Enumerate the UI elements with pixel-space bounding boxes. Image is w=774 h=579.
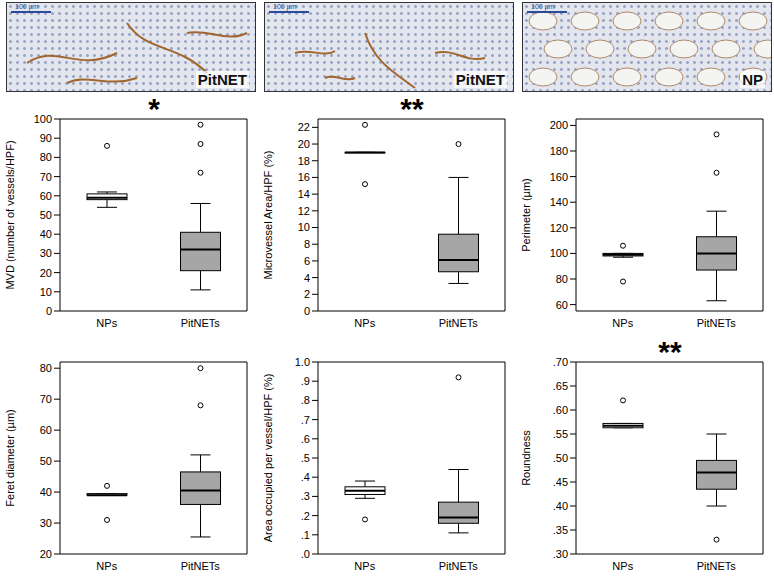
svg-text:.7: .7 — [301, 414, 310, 426]
svg-text:NPs: NPs — [354, 317, 375, 329]
svg-text:80: 80 — [40, 362, 52, 374]
html-text:NP: NP — [742, 71, 763, 88]
svg-text:22: 22 — [298, 121, 310, 133]
svg-text:60: 60 — [40, 190, 52, 202]
svg-text:.9: .9 — [301, 375, 310, 387]
svg-text:30: 30 — [40, 517, 52, 529]
svg-text:70: 70 — [40, 171, 52, 183]
svg-text:PitNETs: PitNETs — [181, 560, 221, 572]
svg-text:.4: .4 — [301, 471, 310, 483]
svg-text:40: 40 — [40, 228, 52, 240]
svg-text:18: 18 — [298, 155, 310, 167]
svg-text:Area occupied per vessel/HPF (: Area occupied per vessel/HPF (%) — [262, 374, 274, 543]
html-text:PitNET: PitNET — [455, 71, 505, 88]
svg-text:70: 70 — [40, 393, 52, 405]
svg-text:.45: .45 — [553, 476, 568, 488]
svg-text:14: 14 — [298, 188, 310, 200]
svg-text:MVD (number of vessels/HPF): MVD (number of vessels/HPF) — [4, 140, 16, 289]
svg-text:.5: .5 — [301, 452, 310, 464]
svg-text:160: 160 — [550, 171, 568, 183]
svg-text:NPs: NPs — [354, 560, 375, 572]
svg-text:90: 90 — [40, 132, 52, 144]
svg-text:60: 60 — [556, 299, 568, 311]
svg-text:140: 140 — [550, 196, 568, 208]
svg-text:PitNETs: PitNETs — [697, 317, 737, 329]
svg-text:.70: .70 — [553, 356, 568, 368]
svg-text:Roundness: Roundness — [520, 430, 532, 486]
svg-text:NPs: NPs — [612, 560, 633, 572]
svg-text:16: 16 — [298, 171, 310, 183]
svg-text:.35: .35 — [553, 524, 568, 536]
svg-text:Feret diameter (µm): Feret diameter (µm) — [4, 409, 16, 506]
svg-text:.2: .2 — [301, 510, 310, 522]
svg-text:2: 2 — [304, 288, 310, 300]
svg-text:30: 30 — [40, 247, 52, 259]
svg-text:0: 0 — [304, 305, 310, 317]
svg-text:PitNETs: PitNETs — [439, 560, 479, 572]
svg-text:8: 8 — [304, 238, 310, 250]
svg-text:NPs: NPs — [96, 560, 117, 572]
svg-text:100: 100 — [34, 113, 52, 125]
svg-text:.60: .60 — [553, 404, 568, 416]
svg-text:.30: .30 — [553, 548, 568, 560]
svg-text:NPs: NPs — [96, 317, 117, 329]
html-text:100 µm: 100 µm — [273, 3, 297, 10]
svg-text:.8: .8 — [301, 394, 310, 406]
svg-text:80: 80 — [40, 151, 52, 163]
svg-text:40: 40 — [40, 486, 52, 498]
svg-text:50: 50 — [40, 209, 52, 221]
svg-text:12: 12 — [298, 205, 310, 217]
svg-text:Perimeter (µm): Perimeter (µm) — [520, 178, 532, 252]
svg-text:20: 20 — [298, 138, 310, 150]
html-text:100 µm: 100 µm — [15, 3, 39, 10]
svg-text:80: 80 — [556, 273, 568, 285]
svg-text:4: 4 — [304, 272, 310, 284]
html-text:100 µm: 100 µm — [531, 3, 555, 10]
svg-text:.65: .65 — [553, 380, 568, 392]
svg-text:180: 180 — [550, 145, 568, 157]
svg-text:200: 200 — [550, 119, 568, 131]
svg-text:PitNETs: PitNETs — [181, 317, 221, 329]
svg-text:.40: .40 — [553, 500, 568, 512]
svg-text:0: 0 — [46, 305, 52, 317]
svg-text:.0: .0 — [301, 548, 310, 560]
svg-text:10: 10 — [40, 286, 52, 298]
svg-text:.50: .50 — [553, 452, 568, 464]
svg-text:6: 6 — [304, 255, 310, 267]
svg-text:.3: .3 — [301, 490, 310, 502]
svg-text:60: 60 — [40, 424, 52, 436]
svg-text:PitNETs: PitNETs — [697, 560, 737, 572]
svg-text:.55: .55 — [553, 428, 568, 440]
svg-text:.6: .6 — [301, 433, 310, 445]
svg-text:120: 120 — [550, 222, 568, 234]
svg-text:20: 20 — [40, 548, 52, 560]
svg-text:50: 50 — [40, 455, 52, 467]
svg-text:NPs: NPs — [612, 317, 633, 329]
svg-text:10: 10 — [298, 221, 310, 233]
html-text:PitNET: PitNET — [197, 71, 247, 88]
svg-text:.1: .1 — [301, 529, 310, 541]
svg-text:Microvessel Area/HPF (%): Microvessel Area/HPF (%) — [262, 151, 274, 280]
svg-text:1.0: 1.0 — [295, 356, 310, 368]
svg-text:20: 20 — [40, 267, 52, 279]
svg-text:100: 100 — [550, 247, 568, 259]
svg-text:PitNETs: PitNETs — [439, 317, 479, 329]
